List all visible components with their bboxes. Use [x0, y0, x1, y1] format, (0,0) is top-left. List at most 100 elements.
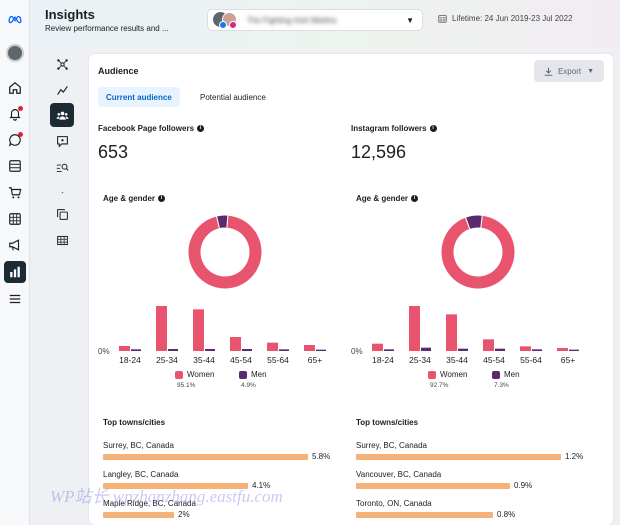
- town-bar: [356, 512, 493, 518]
- bar-women-25-34[interactable]: [156, 306, 167, 351]
- x-tick-label: 65+: [561, 355, 575, 365]
- bar-men-18-24[interactable]: [384, 349, 394, 351]
- tab-current-audience[interactable]: Current audience: [98, 87, 180, 107]
- bar-men-35-44[interactable]: [458, 348, 468, 351]
- facebook-column: Facebook Page followers i 653 Age & gende…: [89, 54, 341, 525]
- audience-people-icon[interactable]: [50, 103, 74, 127]
- bar-women-45-54[interactable]: [483, 339, 494, 351]
- bar-men-25-34[interactable]: [421, 347, 431, 351]
- bar-men-65+[interactable]: [569, 349, 579, 351]
- account-avatars: [213, 11, 239, 29]
- tab-potential-audience[interactable]: Potential audience: [200, 92, 266, 102]
- export-label: Export: [557, 66, 582, 76]
- instagram-age-bar-chart: 0% 18-24 25-34 35-44 45-54 55-64 65+: [351, 306, 579, 365]
- small-dot-icon[interactable]: [50, 180, 74, 204]
- facebook-followers-value: 653: [98, 142, 129, 162]
- donut-slice-women[interactable]: [440, 214, 516, 290]
- bar-women-65+[interactable]: [557, 348, 568, 351]
- watermark: WP站长 wpzhanzhang.eastfu.com: [50, 487, 283, 506]
- bar-women-55-64[interactable]: [520, 346, 531, 351]
- instagram-legend: Women 92.7% Men 7.3%: [428, 370, 520, 389]
- bar-men-45-54[interactable]: [242, 349, 252, 351]
- page-name: The Fighting Irish Marlins: [247, 15, 337, 25]
- town-row: Vancouver, BC, Canada 0.9%: [356, 470, 586, 494]
- town-bar: [356, 483, 510, 489]
- ads-megaphone-icon[interactable]: [4, 234, 26, 256]
- donut-slice-women[interactable]: [187, 214, 263, 290]
- facebook-legend: Women 95.1% Men 4.9%: [175, 370, 267, 389]
- town-row: Surrey, BC, Canada 5.8%: [103, 441, 333, 465]
- bar-men-45-54[interactable]: [495, 348, 505, 351]
- x-tick-label: 45-54: [483, 355, 505, 365]
- x-tick-label: 35-44: [446, 355, 468, 365]
- bar-men-35-44[interactable]: [205, 349, 215, 351]
- donut-slice-men[interactable]: [215, 214, 229, 230]
- search-list-icon[interactable]: [50, 155, 74, 179]
- town-bar: [103, 454, 308, 460]
- insights-chart-icon[interactable]: [4, 261, 26, 283]
- home-icon[interactable]: [4, 77, 26, 99]
- menu-hamburger-icon[interactable]: [4, 288, 26, 310]
- info-icon[interactable]: i: [197, 125, 205, 132]
- town-bar: [103, 483, 248, 489]
- town-row: Surrey, BC, Canada 1.2%: [356, 441, 586, 465]
- content-chat-icon[interactable]: [50, 129, 74, 153]
- stacked-pages-icon[interactable]: [50, 202, 74, 226]
- message-dot: [18, 132, 23, 137]
- town-percentage: 0.9%: [514, 481, 533, 490]
- bar-women-35-44[interactable]: [193, 309, 204, 351]
- x-tick-label: 25-34: [156, 355, 178, 365]
- town-name: Surrey, BC, Canada: [356, 441, 427, 450]
- x-tick-label: 25-34: [409, 355, 431, 365]
- bar-men-55-64[interactable]: [279, 349, 289, 351]
- bar-men-25-34[interactable]: [168, 349, 178, 351]
- x-tick-label: 55-64: [267, 355, 289, 365]
- table-icon[interactable]: [50, 228, 74, 252]
- profile-avatar[interactable]: [4, 42, 26, 64]
- town-name: Maple Ridge, BC, Canada: [103, 499, 196, 508]
- shop-cart-icon[interactable]: [4, 182, 26, 204]
- facebook-age-bar-chart: 0% 18-24 25-34 35-44 45-54 55-64 65+: [98, 306, 326, 365]
- bar-women-18-24[interactable]: [119, 346, 130, 351]
- date-range-picker[interactable]: Lifetime: 24 Jun 2019-23 Jul 2022: [438, 14, 573, 23]
- bar-women-25-34[interactable]: [409, 306, 420, 351]
- x-tick-label: 35-44: [193, 355, 215, 365]
- bar-women-18-24[interactable]: [372, 343, 383, 351]
- instagram-gender-donut: [440, 214, 516, 290]
- info-icon[interactable]: i: [158, 195, 166, 202]
- bar-men-18-24[interactable]: [131, 349, 141, 351]
- info-icon[interactable]: i: [429, 125, 437, 132]
- town-percentage: 5.8%: [312, 452, 331, 461]
- town-row: Maple Ridge, BC, Canada 2%: [103, 499, 333, 523]
- x-tick-label: 18-24: [372, 355, 394, 365]
- global-nav-rail: [0, 0, 30, 525]
- meta-logo-icon[interactable]: [4, 8, 26, 30]
- calendar-grid-icon[interactable]: [4, 208, 26, 230]
- trends-icon[interactable]: [50, 78, 74, 102]
- town-name: Vancouver, BC, Canada: [356, 470, 442, 479]
- page-subtitle: Review performance results and ...: [45, 24, 169, 33]
- bar-women-35-44[interactable]: [446, 314, 457, 351]
- donut-slice-men[interactable]: [464, 214, 483, 231]
- x-tick-label: 55-64: [520, 355, 542, 365]
- export-button[interactable]: Export ▼: [534, 60, 604, 82]
- page-selector-dropdown[interactable]: The Fighting Irish Marlins ▼: [207, 9, 423, 31]
- content-icon[interactable]: [4, 155, 26, 177]
- bar-women-45-54[interactable]: [230, 337, 241, 351]
- notifications-bell-icon[interactable]: [4, 103, 26, 125]
- overview-hub-icon[interactable]: [50, 52, 74, 76]
- x-tick-label: 65+: [308, 355, 322, 365]
- town-bar: [356, 454, 561, 460]
- bar-women-55-64[interactable]: [267, 342, 278, 351]
- town-name: Surrey, BC, Canada: [103, 441, 174, 450]
- instagram-badge-icon: [229, 21, 237, 29]
- instagram-towns-label: Top towns/cities: [356, 418, 419, 427]
- bar-men-65+[interactable]: [316, 349, 326, 351]
- facebook-followers-label: Facebook Page followers i: [98, 124, 205, 133]
- info-icon[interactable]: i: [411, 195, 419, 202]
- town-name: Toronto, ON, Canada: [356, 499, 432, 508]
- bar-men-55-64[interactable]: [532, 349, 542, 351]
- messages-icon[interactable]: [4, 129, 26, 151]
- bar-women-65+[interactable]: [304, 345, 315, 351]
- x-tick-label: 18-24: [119, 355, 141, 365]
